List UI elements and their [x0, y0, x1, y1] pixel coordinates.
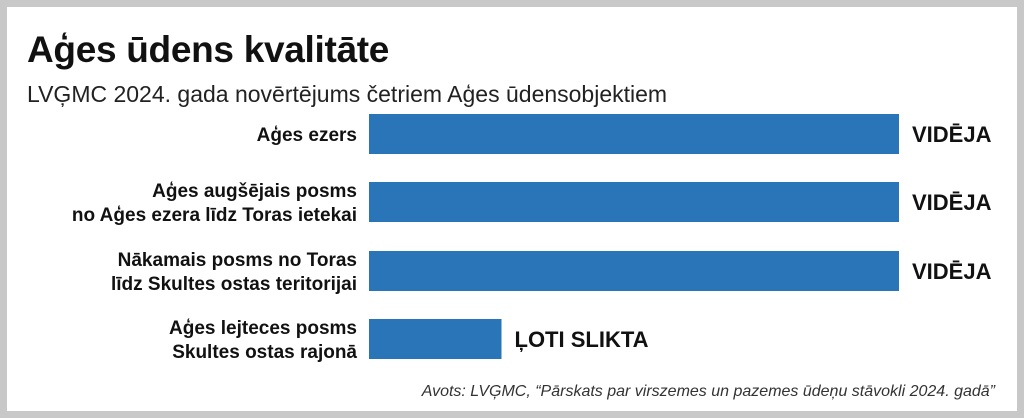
bar — [369, 251, 899, 291]
category-label-line: Nākamais posms no Toras — [118, 250, 357, 271]
category-label-line: Skultes ostas rajonā — [172, 342, 357, 363]
value-label: VIDĒJA — [912, 122, 992, 147]
category-label-line: līdz Skultes ostas teritorijai — [111, 274, 357, 295]
category-label-line: no Aģes ezera līdz Toras ietekai — [72, 205, 357, 226]
category-label: Aģes augšējais posms no Aģes ezera līdz T… — [72, 181, 357, 226]
bar — [369, 319, 502, 359]
chart-title: Aģes ūdens kvalitāte — [27, 29, 390, 70]
category-label: Aģes ezers — [257, 125, 357, 146]
value-label: ĻOTI SLIKTA — [515, 327, 649, 352]
source-note: Avots: LVĢMC, “Pārskats par virszemes un… — [421, 383, 995, 400]
value-label: VIDĒJA — [912, 190, 992, 215]
value-label: VIDĒJA — [912, 259, 992, 284]
category-label: Aģes lejteces posms Skultes ostas rajonā — [169, 318, 357, 363]
category-label-line: Aģes lejteces posms — [169, 318, 357, 339]
bar — [369, 114, 899, 154]
category-label: Nākamais posms no Toras līdz Skultes osta… — [111, 250, 357, 295]
bar — [369, 182, 899, 222]
chart-subtitle: LVĢMC 2024. gada novērtējums četriem Aģe… — [27, 81, 668, 107]
category-label-line: Aģes ezers — [257, 125, 357, 146]
category-label-line: Aģes augšējais posms — [152, 181, 357, 202]
